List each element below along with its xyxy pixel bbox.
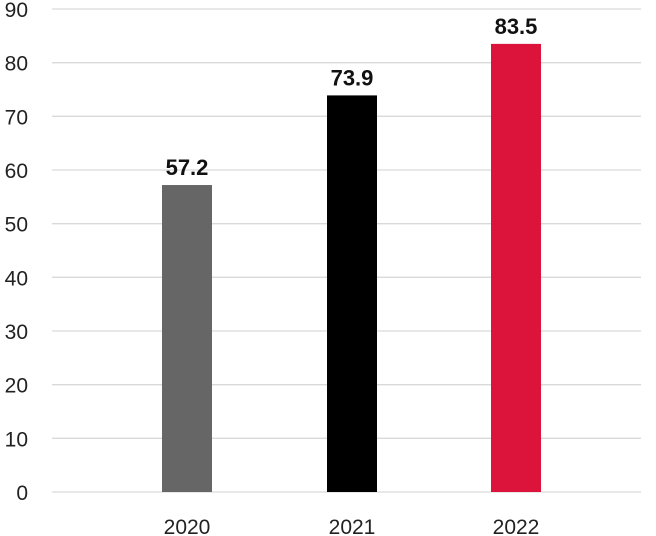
bar-2022 [491,43,541,493]
x-axis-tick-labels: 2020 2021 2022 [164,516,540,536]
bar-2021 [327,95,377,493]
bar-value-labels: 57.2 73.9 83.5 [166,14,538,180]
x-tick-label-2022: 2022 [493,516,540,536]
value-label-2021: 73.9 [331,65,374,90]
y-tick-label: 20 [5,375,28,398]
x-tick-label-2021: 2021 [329,516,376,536]
y-tick-label: 40 [5,267,28,290]
x-tick-label-2020: 2020 [164,516,211,536]
y-tick-label: 80 [5,53,28,76]
y-axis-tick-labels: 0 10 20 30 40 50 60 70 80 90 [5,0,28,505]
y-tick-label: 0 [16,482,28,505]
y-tick-label: 30 [5,321,28,344]
y-tick-label: 60 [5,160,28,183]
y-tick-label: 50 [5,214,28,237]
y-tick-label: 10 [5,428,28,451]
value-label-2020: 57.2 [166,155,209,180]
value-label-2022: 83.5 [495,14,538,39]
bar-2020 [162,185,212,492]
y-tick-label: 70 [5,106,28,129]
bars [162,43,541,493]
y-tick-label: 90 [5,0,28,22]
